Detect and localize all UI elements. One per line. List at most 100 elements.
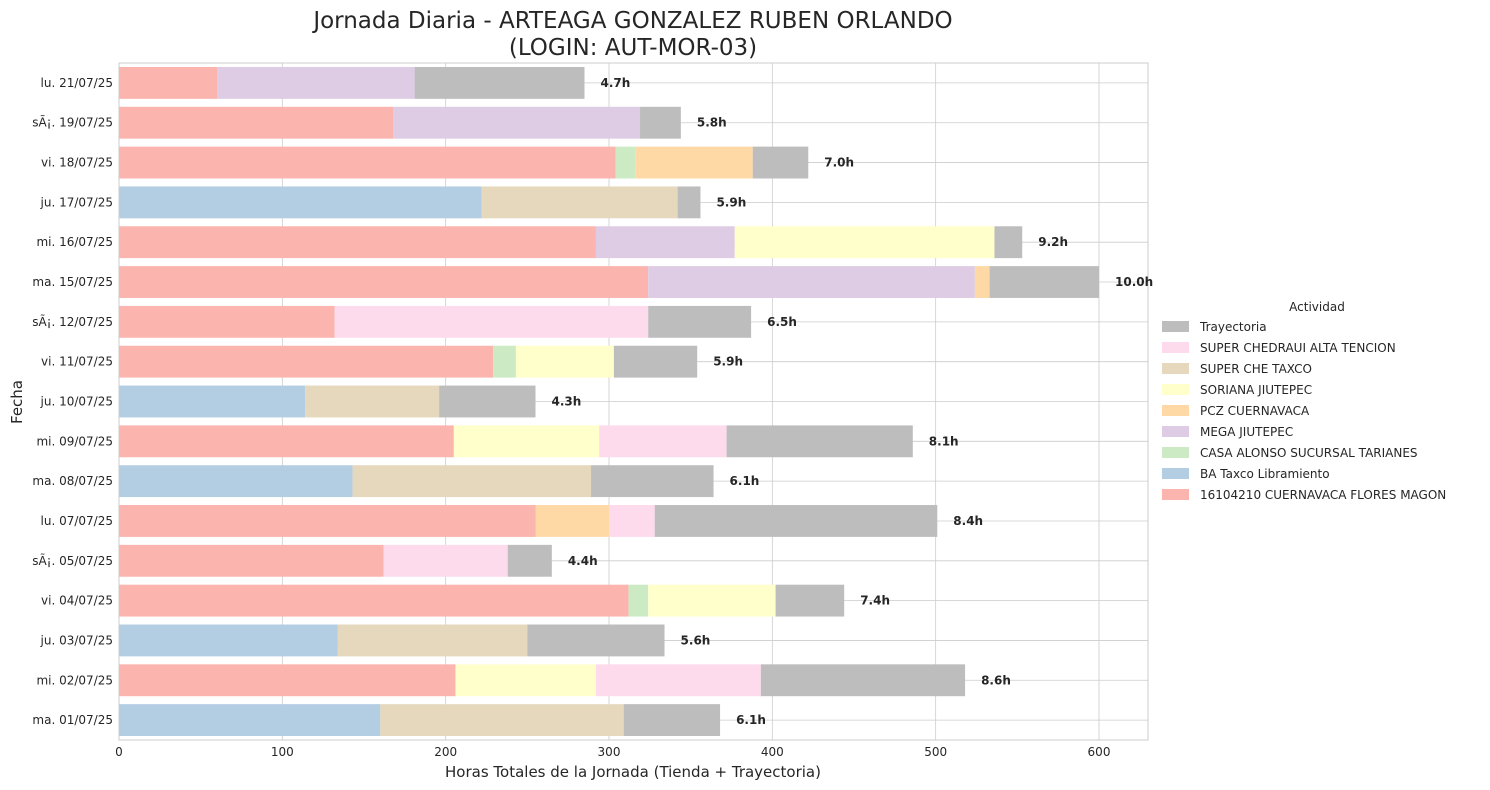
legend-entry-label: SUPER CHE TAXCO [1200,362,1312,376]
bar-segment [119,266,649,298]
bar-segment [393,106,641,139]
legend-entry-label: CASA ALONSO SUCURSAL TARIANES [1200,446,1418,460]
bar-segment [119,106,394,139]
legend-entry-label: Trayectoria [1199,320,1267,334]
bar-segment [481,186,678,219]
bar-total-label: 9.2h [1038,235,1068,249]
bar-segment [613,345,698,378]
legend-entry-label: PCZ CUERNAVACA [1200,404,1310,418]
plot-frame [118,62,1149,741]
bar-segment [775,584,845,617]
x-tick-label: 0 [115,745,123,759]
bar-segment [119,385,306,418]
bar-segment [648,305,752,338]
legend-entry-label: BA Taxco Libramiento [1200,467,1330,481]
bar-segment [453,425,600,458]
bar-segment [119,544,384,577]
bar-segment [623,704,721,737]
legend-swatch [1162,405,1189,416]
bar-segment [615,146,636,179]
x-tick-label: 400 [761,745,784,759]
bar-segment [493,345,516,378]
bar-segment [119,425,454,458]
bar-segment [414,66,585,99]
legend-entry-label: MEGA JIUTEPEC [1200,425,1293,439]
bar-total-label: 8.6h [981,673,1011,687]
bar-total-label: 5.6h [681,633,711,647]
bar-segment [640,106,681,139]
bar-segment [989,266,1099,298]
bar-segment [119,465,353,498]
y-tick-label: lu. 07/07/25 [41,514,113,528]
bar-segment [726,425,913,458]
y-tick-label: vi. 11/07/25 [41,355,113,369]
bar-segment [119,345,494,378]
legend: Actividad Trayectoria SUPER CHEDRAUI ALTA… [1162,300,1446,502]
y-tick-label: sÃ¡. 19/07/25 [32,115,113,130]
y-tick-label: ma. 08/07/25 [32,474,113,488]
bar-segment [119,186,482,219]
bar-segment [380,704,624,737]
legend-swatch [1162,321,1189,332]
bar-segment [677,186,701,219]
bar-segment [515,345,614,378]
bar-segment [119,624,338,657]
bar-total-label: 7.0h [824,156,854,170]
y-tick-label: ma. 01/07/25 [32,713,113,727]
y-tick-label: vi. 04/07/25 [41,594,113,608]
bar-segment [337,624,528,657]
bar-segment [334,305,649,338]
legend-entry-label: SUPER CHEDRAUI ALTA TENCION [1200,341,1396,355]
bar-segment [599,425,727,458]
bar-total-label: 6.5h [767,315,797,329]
y-tick-label: ju. 10/07/25 [40,395,113,409]
bar-total-label: 4.3h [552,395,582,409]
legend-swatch [1162,363,1189,374]
bar-total-label: 6.1h [736,713,766,727]
bar-segment [734,226,995,259]
legend-swatch [1162,489,1189,500]
x-tick-label: 500 [924,745,947,759]
bar-segment [217,66,415,99]
bar-segment [760,664,966,697]
x-tick-label: 100 [271,745,294,759]
bar-total-label: 10.0h [1115,275,1153,289]
y-tick-label: ma. 15/07/25 [32,275,113,289]
bar-segment [119,505,536,537]
bar-total-label: 8.1h [929,434,959,448]
y-tick-label: ju. 03/07/25 [40,633,113,647]
bar-segment [119,146,616,179]
bar-segment [507,544,552,577]
bar-segment [595,664,761,697]
bar-total-label: 5.9h [713,355,743,369]
y-tick-label: vi. 18/07/25 [41,156,113,170]
bar-segment [595,226,735,259]
legend-swatch [1162,447,1189,458]
bar-segment [119,66,217,99]
bar-segment [628,584,649,617]
bar-segment [648,584,776,617]
bar-segment [648,266,975,298]
bar-total-label: 4.7h [601,76,631,90]
legend-swatch [1162,426,1189,437]
bar-segment [752,146,809,179]
legend-swatch [1162,384,1189,395]
bar-segment [119,584,629,617]
chart-title: Jornada Diaria - ARTEAGA GONZALEZ RUBEN … [311,8,952,34]
legend-swatch [1162,468,1189,479]
x-axis-label: Horas Totales de la Jornada (Tienda + Tr… [445,763,821,781]
bar-segment [455,664,596,697]
bar-total-label: 7.4h [860,594,890,608]
chart-subtitle: (LOGIN: AUT-MOR-03) [509,35,757,61]
y-tick-label: mi. 09/07/25 [36,434,113,448]
bar-total-label: 4.4h [568,554,598,568]
bar-segment [535,505,609,537]
bar-segment [119,664,456,697]
bar-segment [609,505,655,537]
bar-segment [383,544,508,577]
y-tick-label: sÃ¡. 12/07/25 [32,314,113,329]
bar-segment [994,226,1023,259]
bar-segment [527,624,665,657]
bar-segment [635,146,753,179]
